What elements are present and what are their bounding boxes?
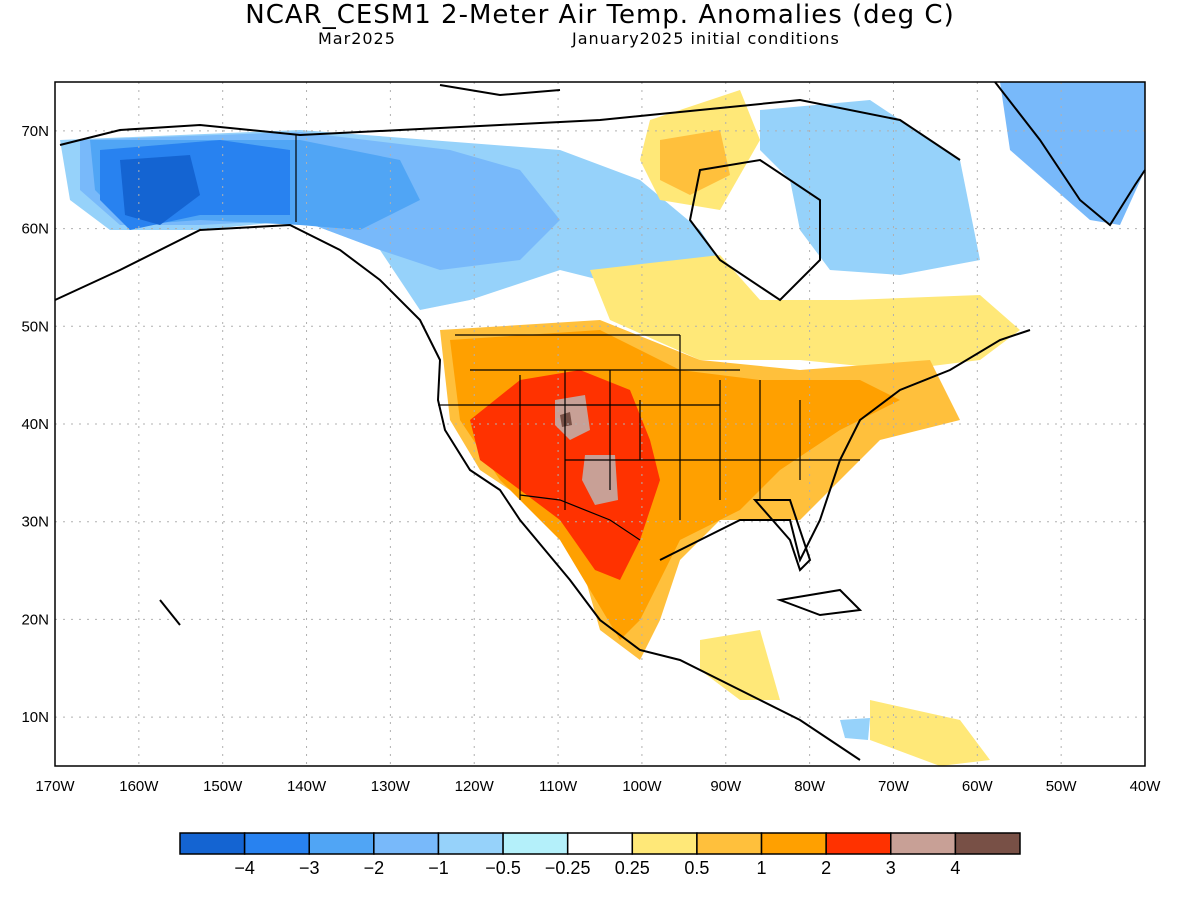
legend-tick-label: 0.25: [615, 858, 650, 878]
lat-tick-label: 10N: [21, 709, 49, 726]
lat-tick-label: 40N: [21, 416, 49, 433]
legend-tick-label: 2: [821, 858, 831, 878]
lon-tick-label: 120W: [455, 778, 495, 795]
south-america-warm-region: [870, 700, 990, 766]
legend-tick-label: 3: [886, 858, 896, 878]
legend-tick-label: −0.5: [485, 858, 521, 878]
new-mexico-hottest-region: [582, 455, 618, 505]
legend-color-box: [954, 832, 1021, 855]
legend-color-box: [890, 832, 957, 855]
legend-color-box: [502, 832, 569, 855]
legend-tick-label: −2: [364, 858, 385, 878]
lon-tick-label: 70W: [878, 778, 910, 795]
lon-tick-label: 80W: [794, 778, 826, 795]
anomaly-shading: [60, 82, 1145, 766]
legend-tick-label: −0.25: [545, 858, 591, 878]
legend-color-box: [437, 832, 504, 855]
hudson-cool-region: [760, 100, 980, 275]
lon-tick-label: 100W: [622, 778, 662, 795]
lon-tick-label: 130W: [371, 778, 411, 795]
legend-color-box: [760, 832, 827, 855]
lon-tick-label: 110W: [539, 778, 578, 795]
alaska-colder-region: [120, 155, 200, 225]
legend-color-box: [243, 832, 310, 855]
legend-tick-labels: −4 −3 −2 −1 −0.5 −0.25 0.25 0.5 1 2 3 4: [234, 858, 960, 878]
lat-tick-label: 20N: [21, 611, 49, 628]
lat-tick-label: 30N: [21, 514, 49, 531]
lon-tick-label: 60W: [962, 778, 994, 795]
axis-labels: 10N 20N 30N 40N 50N 60N 70N 170W 160W 150W 140W 130…: [21, 123, 1161, 795]
legend-tick-label: 0.5: [684, 858, 709, 878]
lat-tick-label: 70N: [21, 123, 49, 140]
legend-color-boxes: [179, 832, 1021, 855]
legend-color-box: [631, 832, 698, 855]
lon-tick-label: 40W: [1130, 778, 1162, 795]
peak-anomaly-region: [560, 412, 572, 427]
legend-color-box: [825, 832, 892, 855]
initial-conditions-label: January2025 initial conditions: [572, 29, 840, 48]
lon-tick-label: 170W: [35, 778, 75, 795]
lon-tick-label: 90W: [710, 778, 742, 795]
greenland-cool-region: [1000, 82, 1145, 225]
legend-tick-label: −4: [234, 858, 255, 878]
lon-tick-label: 150W: [203, 778, 243, 795]
legend-color-box: [696, 832, 763, 855]
legend-color-box: [373, 832, 440, 855]
legend-tick-label: −3: [299, 858, 320, 878]
legend-color-box: [308, 832, 375, 855]
lat-tick-label: 50N: [21, 318, 49, 335]
lon-tick-label: 50W: [1046, 778, 1078, 795]
lon-tick-label: 140W: [287, 778, 327, 795]
legend-tick-label: 1: [757, 858, 767, 878]
plot-frame: [54, 81, 1146, 767]
map-title: NCAR_CESM1 2-Meter Air Temp. Anomalies (…: [245, 0, 955, 30]
arctic-warmer-region: [660, 130, 730, 195]
graticule: [55, 82, 1145, 766]
coastlines: [54, 81, 1146, 761]
lon-tick-label: 160W: [119, 778, 159, 795]
canada-east-warm-region: [590, 255, 1020, 370]
pacific-cool-patch: [840, 718, 870, 740]
forecast-month-label: Mar2025: [318, 29, 396, 48]
legend-color-box: [566, 832, 634, 855]
legend-tick-label: 4: [950, 858, 960, 878]
legend-tick-label: −1: [428, 858, 449, 878]
lat-tick-label: 60N: [21, 221, 49, 238]
central-america-warm-region: [700, 630, 780, 700]
legend-color-box: [179, 832, 246, 855]
political-borders: [295, 135, 860, 541]
four-corners-hottest-region: [555, 395, 590, 440]
